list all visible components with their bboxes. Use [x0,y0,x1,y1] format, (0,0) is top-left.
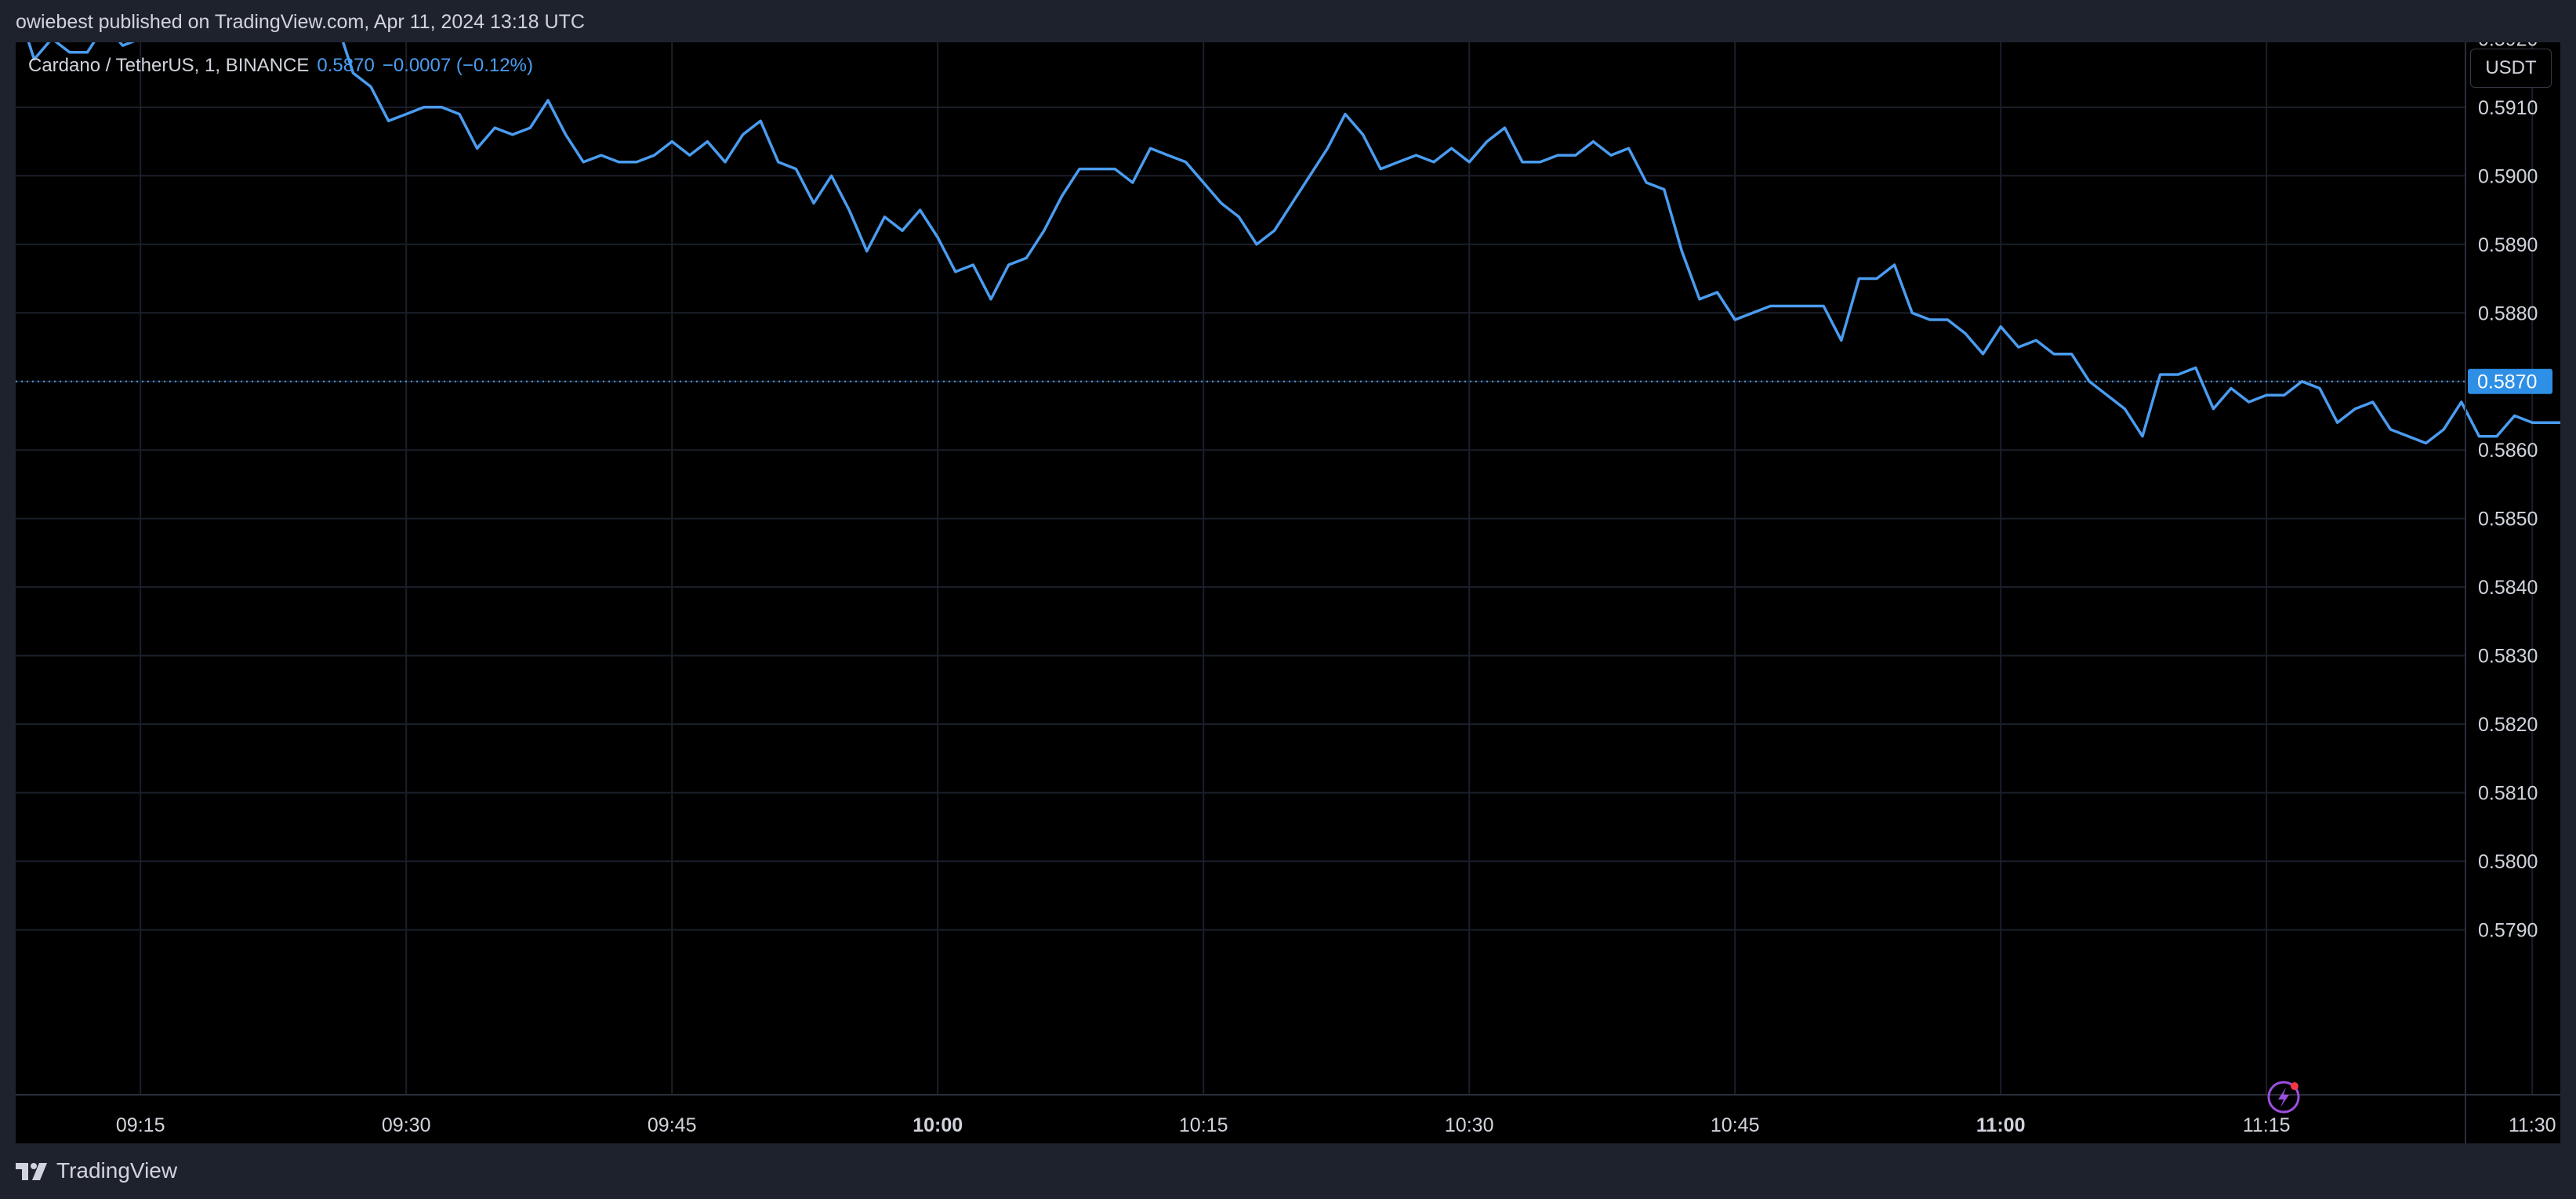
last-value: 0.5870 [317,55,375,76]
axes: 09:15 09:30 09:45 10:00 10:15 10:30 10:45 11:00… [16,42,2560,1143]
y-tick-label: 0.5860 [2478,440,2538,462]
y-tick-label: 0.5840 [2478,577,2538,599]
x-tick-label: 11:00 [1976,1114,2026,1136]
y-tick-label: 0.5920 [2478,42,2538,50]
y-tick-label: 0.5850 [2478,509,2538,531]
price-chart[interactable]: 09:15 09:30 09:45 10:00 10:15 10:30 10:45 11:00… [16,42,2560,1143]
publish-info: owiebest published on TradingView.com, A… [16,11,585,33]
price-change: −0.0007 (−0.12%) [382,55,533,76]
chart-legend: Cardano / TetherUS, 1, BINANCE 0.5870 −0.0… [28,55,533,77]
x-tick-label: 09:15 [116,1114,165,1136]
symbol-title[interactable]: Cardano / TetherUS, 1, BINANCE [28,55,310,76]
y-tick-label: 0.5800 [2478,851,2538,873]
top-bar: owiebest published on TradingView.com, A… [0,0,2576,41]
y-tick-label: 0.5880 [2478,302,2538,324]
y-tick-label: 0.5790 [2478,920,2538,942]
y-tick-label: 0.5820 [2478,714,2538,736]
y-tick-label: 0.5830 [2478,646,2538,668]
y-tick-label: 0.5810 [2478,783,2538,805]
brand-name: TradingView [56,1158,178,1183]
y-tick-label: 0.5890 [2478,234,2538,256]
last-price-label: 0.5870 [2477,371,2537,393]
x-tick-label: 11:15 [2243,1114,2291,1136]
brand[interactable]: TradingView [16,1158,177,1183]
x-tick-label: 10:30 [1445,1114,1494,1136]
tradingview-logo-icon [16,1163,47,1180]
currency-unit-button[interactable]: USDT [2470,49,2552,88]
x-tick-label: 11:30 [2509,1114,2556,1136]
series-layer [16,42,2560,445]
x-tick-label: 09:30 [382,1114,431,1136]
last-price-badge [2468,368,2552,394]
x-tick-label: 09:45 [648,1114,697,1136]
y-tick-label: 0.5900 [2478,165,2538,187]
price-line [27,42,2560,445]
x-tick-label: 10:45 [1711,1114,1760,1136]
bottom-bar [0,1143,2576,1199]
lightning-icon[interactable] [2267,1081,2300,1114]
chart-area[interactable]: 09:15 09:30 09:45 10:00 10:15 10:30 10:45 11:00… [16,42,2560,1143]
x-tick-label: 10:00 [912,1114,963,1136]
y-tick-label: 0.5910 [2478,97,2538,119]
x-tick-label: 10:15 [1179,1114,1228,1136]
grid [16,42,2534,1095]
